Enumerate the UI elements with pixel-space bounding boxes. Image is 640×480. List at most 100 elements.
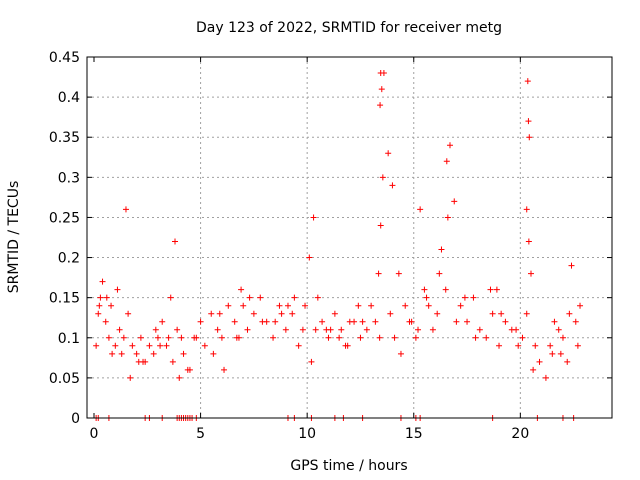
chart-title: Day 123 of 2022, SRMTID for receiver met… [196,20,502,36]
data-point [231,318,238,325]
x-tick-label: 5 [196,426,205,442]
data-point [549,350,556,357]
data-point [282,326,289,333]
data-point [167,294,174,301]
data-point [122,206,129,213]
data-point [436,270,443,277]
data-point [342,342,349,349]
data-point [406,318,413,325]
data-point [159,318,166,325]
data-point [425,302,432,309]
data-point [197,318,204,325]
data-point [108,302,115,309]
data-point [184,366,191,373]
data-point [302,302,309,309]
data-point [421,286,428,293]
data-point [377,102,384,109]
data-point [346,318,353,325]
data-point [498,310,505,317]
data-point [515,342,522,349]
grid-lines [87,57,612,418]
data-point [295,342,302,349]
data-point [244,326,251,333]
data-point [496,342,503,349]
data-point [165,334,172,341]
data-point [376,334,383,341]
data-point [308,358,315,365]
data-point [377,70,384,77]
data-point [157,342,164,349]
data-point [375,270,382,277]
x-axis-label: GPS time / hours [290,458,407,474]
data-point [524,78,531,85]
data-point [310,214,317,221]
data-point [270,334,277,341]
data-point [461,294,468,301]
data-point [493,286,500,293]
data-point [451,198,458,205]
data-point [387,310,394,317]
data-point [276,302,283,309]
data-point [291,294,298,301]
data-point [423,294,430,301]
data-point [314,294,321,301]
data-point [133,350,140,357]
x-tick-labels: 0 5 10 15 20 [90,426,530,442]
data-point [402,302,409,309]
data-point [246,294,253,301]
data-point [125,310,132,317]
y-tick-label: 0 [71,411,80,427]
data-point [525,118,532,125]
data-point [438,246,445,253]
data-point [178,334,185,341]
data-point [415,326,422,333]
data-point [284,302,291,309]
x-tick-label: 15 [405,426,423,442]
data-point [191,334,198,341]
data-point [378,86,385,93]
data-point [502,318,509,325]
data-point [355,302,362,309]
data-point [299,326,306,333]
data-point [389,182,396,189]
data-point [210,350,217,357]
data-point [527,270,534,277]
data-point [306,254,313,261]
y-axis-label: SRMTID / TECUs [6,181,22,294]
data-point [442,286,449,293]
data-point [363,326,370,333]
data-point [118,350,125,357]
data-point [464,318,471,325]
data-point [176,374,183,381]
data-point [221,366,228,373]
data-point [146,342,153,349]
data-point [154,334,161,341]
data-point [152,326,159,333]
data-point [331,310,338,317]
data-point [93,342,100,349]
data-point [453,318,460,325]
data-point [572,318,579,325]
y-tick-label: 0.3 [58,170,80,186]
data-point [250,310,257,317]
data-point [429,326,436,333]
data-point [368,302,375,309]
y-tick-label: 0.15 [49,291,80,307]
data-point [444,214,451,221]
data-point [557,350,564,357]
data-point [379,174,386,181]
data-point [336,334,343,341]
data-point [472,334,479,341]
x-tick-label: 20 [511,426,529,442]
data-point [289,310,296,317]
data-point [137,334,144,341]
data-point [240,302,247,309]
data-point [523,206,530,213]
data-point [470,294,477,301]
data-point [169,358,176,365]
data-point [566,310,573,317]
data-point [214,326,221,333]
data-point [574,342,581,349]
